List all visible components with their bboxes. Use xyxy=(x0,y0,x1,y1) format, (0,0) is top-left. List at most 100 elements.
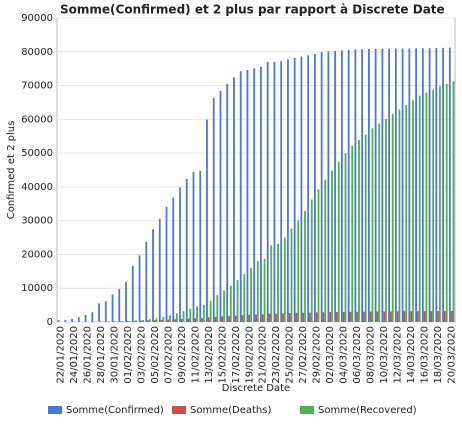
x-tick-label: 16/03/2020 xyxy=(420,326,431,384)
bar xyxy=(196,306,198,322)
bar xyxy=(210,301,212,322)
x-tick-label: 23/02/2020 xyxy=(271,326,282,384)
bar xyxy=(331,171,333,322)
x-tick-label: 27/02/2020 xyxy=(298,326,309,384)
bar xyxy=(58,320,60,322)
bar xyxy=(424,311,426,322)
bar xyxy=(368,49,370,322)
bar xyxy=(336,312,338,322)
bar xyxy=(275,314,277,322)
bar xyxy=(221,316,223,322)
x-tick-label: 17/02/2020 xyxy=(231,326,242,384)
bar xyxy=(188,319,190,322)
bar xyxy=(172,198,174,322)
y-tick-label: 80000 xyxy=(21,47,53,58)
bar xyxy=(350,312,352,322)
y-tick-label: 40000 xyxy=(21,182,53,193)
x-tick-label: 11/02/2020 xyxy=(190,326,201,384)
x-tick-label: 14/03/2020 xyxy=(406,326,417,384)
x-tick-label: 20/03/2020 xyxy=(447,326,458,384)
x-axis-label: Discrete Date xyxy=(222,383,290,394)
x-tick-label: 09/02/2020 xyxy=(177,326,188,384)
bar xyxy=(302,313,304,322)
bar xyxy=(318,189,320,322)
bar xyxy=(255,314,257,322)
bar xyxy=(156,318,158,322)
bar xyxy=(194,318,196,322)
bar xyxy=(405,105,407,322)
bar xyxy=(291,229,293,322)
bar xyxy=(304,211,306,322)
bar xyxy=(419,96,421,322)
bar xyxy=(356,312,358,322)
y-tick-label: 10000 xyxy=(21,283,53,294)
bar xyxy=(372,128,374,322)
x-tick-label: 26/01/2020 xyxy=(82,326,93,384)
bar xyxy=(176,313,178,322)
bar xyxy=(404,311,406,322)
bar xyxy=(262,314,264,322)
x-tick-label: 25/02/2020 xyxy=(285,326,296,384)
bar xyxy=(193,172,195,322)
legend-swatch xyxy=(172,406,186,414)
x-tick-label: 06/03/2020 xyxy=(352,326,363,384)
bar xyxy=(247,70,249,322)
bar xyxy=(284,238,286,322)
bar xyxy=(381,49,383,322)
bar xyxy=(294,58,296,322)
bar xyxy=(85,315,87,322)
bar xyxy=(415,48,417,322)
bar xyxy=(242,315,244,322)
y-axis-label: Confirmed et 2 plus xyxy=(6,121,17,220)
bar xyxy=(186,179,188,322)
y-tick-label: 50000 xyxy=(21,148,53,159)
bar xyxy=(323,312,325,322)
bar xyxy=(314,54,316,322)
bar xyxy=(449,48,451,322)
bar xyxy=(345,153,347,322)
bar xyxy=(120,321,122,322)
bar xyxy=(453,81,455,322)
bar xyxy=(334,51,336,322)
bar xyxy=(307,55,309,322)
x-tick-label: 15/02/2020 xyxy=(217,326,228,384)
bar xyxy=(408,48,410,322)
bar xyxy=(71,319,73,322)
bar xyxy=(316,312,318,322)
bar xyxy=(385,119,387,322)
bar xyxy=(233,77,235,322)
bar xyxy=(270,245,272,322)
bar xyxy=(135,320,137,322)
bar xyxy=(451,311,453,322)
bar xyxy=(390,311,392,322)
bar xyxy=(216,295,218,322)
bar xyxy=(378,124,380,322)
bar xyxy=(377,311,379,322)
bar xyxy=(125,282,127,322)
bar xyxy=(167,320,169,322)
bar xyxy=(269,314,271,322)
bar xyxy=(132,266,134,322)
bar xyxy=(201,318,203,322)
x-tick-label: 18/03/2020 xyxy=(433,326,444,384)
bar xyxy=(328,51,330,322)
bar xyxy=(78,317,80,322)
bar xyxy=(257,261,259,322)
bar xyxy=(118,289,120,322)
bar xyxy=(354,49,356,322)
bar xyxy=(145,242,147,322)
bar xyxy=(213,98,215,322)
chart-title: Somme(Confirmed) et 2 plus par rapport à… xyxy=(60,3,445,17)
bar xyxy=(98,303,100,322)
bar xyxy=(309,313,311,322)
bar xyxy=(324,180,326,322)
bar xyxy=(169,315,171,322)
bar xyxy=(338,162,340,322)
bar xyxy=(280,61,282,322)
bar xyxy=(159,219,161,322)
bar xyxy=(127,321,129,322)
bar xyxy=(430,311,432,322)
bar xyxy=(112,295,114,322)
bar xyxy=(412,100,414,322)
bar xyxy=(181,319,183,322)
